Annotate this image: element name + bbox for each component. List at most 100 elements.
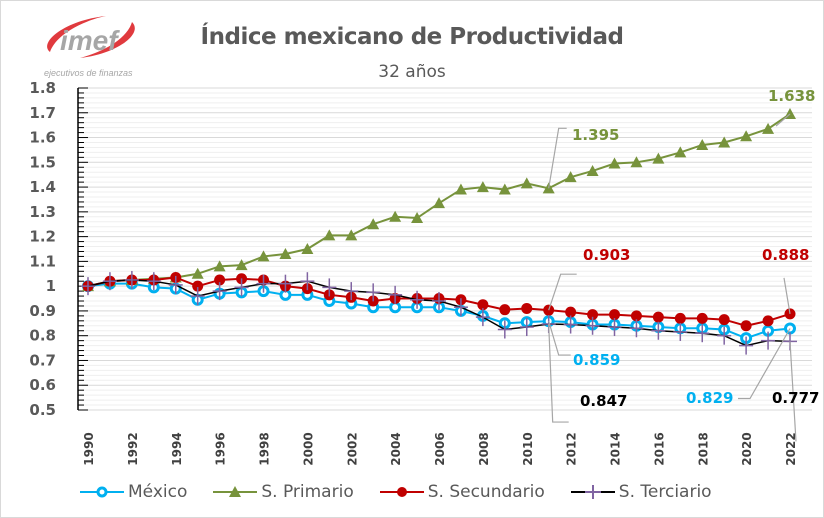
x-tick-label: 1996 — [214, 432, 228, 465]
x-tick-label: 2012 — [565, 432, 579, 465]
data-point — [322, 278, 337, 297]
legend-label: S. Terciario — [618, 482, 712, 502]
chart-title: Índice mexicano de Productividad — [200, 24, 624, 50]
data-point — [563, 315, 578, 334]
data-point — [587, 309, 599, 321]
data-point — [278, 274, 293, 293]
logo-swoosh-icon: imef — [47, 16, 135, 58]
y-tick-label: 0.7 — [29, 351, 56, 369]
data-point — [256, 274, 271, 293]
x-axis: 1990 1992 1994 1996 1998 2000 2002 2004 2006 2008… — [82, 432, 798, 465]
legend-marker-triangle-icon — [213, 486, 258, 497]
data-point — [520, 177, 533, 189]
x-tick-label: 1990 — [82, 432, 96, 465]
data-point — [651, 321, 666, 340]
data-point — [477, 299, 489, 311]
data-label-text: 0.777 — [772, 389, 819, 407]
data-point — [585, 316, 600, 335]
data-point — [762, 315, 774, 327]
x-tick-label: 2000 — [301, 432, 315, 465]
x-tick-label: 2002 — [345, 432, 359, 465]
leader-line — [548, 324, 569, 423]
y-tick-label: 1.7 — [29, 104, 56, 122]
series-s-secundario — [82, 271, 796, 332]
data-label-text: 0.847 — [580, 392, 627, 410]
data-point — [476, 181, 489, 193]
data-label-s-primario-2011: 1.395 — [548, 126, 619, 189]
data-point — [674, 312, 686, 324]
data-point — [192, 280, 204, 292]
x-tick-label: 2010 — [521, 432, 535, 465]
y-tick-label: 1.1 — [29, 252, 56, 270]
legend-item-mexico[interactable]: México — [80, 482, 187, 502]
data-point — [212, 282, 227, 301]
legend-marker-plus-icon — [570, 485, 615, 499]
legend-item-primario[interactable]: S. Primario — [213, 482, 354, 502]
data-point — [454, 183, 467, 195]
y-tick-label: 0.6 — [29, 376, 56, 394]
data-point — [102, 272, 117, 291]
y-tick-label: 1.3 — [29, 203, 56, 221]
data-point — [257, 250, 270, 262]
data-point — [564, 171, 577, 183]
data-point — [389, 210, 402, 222]
data-point — [453, 298, 468, 317]
y-tick-label: 1.5 — [29, 153, 56, 171]
legend-item-secundario[interactable]: S. Secundario — [379, 482, 545, 502]
legend-item-terciario[interactable]: S. Terciario — [570, 482, 712, 502]
annotations: 1.395 1.638 0.903 0.888 0.859 0.829 0.847 0.777 — [548, 87, 819, 442]
data-point — [696, 312, 708, 324]
data-point — [739, 336, 754, 355]
data-point — [630, 310, 642, 322]
data-point — [235, 259, 248, 271]
data-label-s-terciario-2022: 0.777 — [772, 341, 819, 442]
data-point — [497, 320, 512, 339]
data-point — [519, 318, 534, 337]
y-tick-label: 1.6 — [29, 129, 56, 147]
data-point — [124, 270, 139, 289]
data-point — [674, 146, 687, 158]
data-point — [389, 301, 402, 314]
data-point — [214, 274, 226, 286]
data-point — [521, 302, 533, 314]
leader-line — [789, 341, 797, 442]
imef-logo: imef ejecutivos de finanzas — [36, 12, 146, 78]
x-tick-label: 2006 — [433, 432, 447, 465]
data-point — [213, 260, 226, 272]
data-label-text: 1.395 — [572, 126, 619, 144]
data-label-text: 0.888 — [762, 246, 809, 264]
data-point — [652, 152, 665, 164]
data-point — [433, 197, 445, 209]
data-point — [344, 282, 359, 301]
data-label-text: 0.829 — [686, 389, 733, 407]
data-point — [323, 229, 336, 241]
legend-label: S. Primario — [261, 482, 354, 502]
legend-marker-dot-icon — [379, 487, 424, 497]
data-point — [718, 136, 731, 148]
x-tick-label: 1992 — [126, 432, 140, 465]
data-point — [411, 212, 424, 224]
data-point — [696, 138, 709, 150]
data-label-s-primario-2022: 1.638 — [768, 87, 815, 127]
y-tick-label: 1.2 — [29, 228, 56, 246]
x-tick-label: 1994 — [170, 432, 184, 465]
data-point — [146, 272, 161, 291]
data-point — [499, 304, 511, 316]
data-label-s-secundario-2022: 0.888 — [762, 246, 809, 314]
y-tick-label: 1 — [46, 277, 56, 295]
data-point — [388, 285, 403, 304]
leader-line — [548, 273, 577, 311]
y-tick-label: 0.8 — [29, 327, 56, 345]
data-point — [367, 218, 380, 230]
data-point — [81, 277, 95, 296]
y-axis: 1.8 1.7 1.6 1.5 1.4 1.3 1.2 1.1 1 0.9 0.8 0.7 0.6 0.5 — [29, 79, 88, 419]
data-point — [762, 122, 775, 134]
data-point — [191, 267, 204, 279]
logo-brand: imef — [60, 25, 120, 56]
y-tick-label: 1.8 — [29, 79, 56, 97]
x-tick-label: 2016 — [652, 432, 666, 465]
data-label-text: 0.903 — [583, 246, 630, 264]
data-point — [761, 331, 776, 350]
data-point — [717, 326, 732, 345]
